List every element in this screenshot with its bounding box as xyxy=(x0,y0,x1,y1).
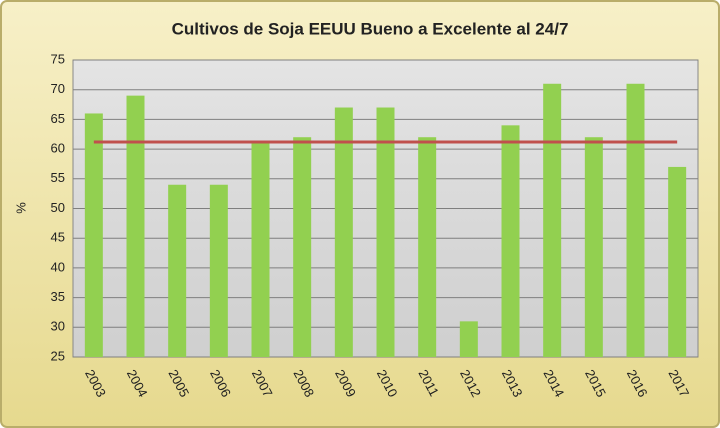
bar xyxy=(126,95,145,357)
y-tick-label: 35 xyxy=(51,289,65,304)
bar xyxy=(584,137,603,357)
bar xyxy=(84,113,103,358)
y-tick-label: 70 xyxy=(51,81,65,96)
y-tick-label: 30 xyxy=(51,319,65,334)
chart-title: Cultivos de Soja EEUU Bueno a Excelente … xyxy=(172,19,569,38)
y-tick-label: 65 xyxy=(51,111,65,126)
bar xyxy=(626,83,645,357)
bar xyxy=(501,125,520,357)
bar xyxy=(334,107,353,358)
bar xyxy=(168,184,187,357)
y-tick-label: 25 xyxy=(51,348,65,363)
bar xyxy=(543,83,562,357)
bar xyxy=(418,137,437,357)
y-tick-label: 50 xyxy=(51,200,65,215)
y-tick-label: 75 xyxy=(51,51,65,66)
y-tick-label: 40 xyxy=(51,259,65,274)
y-tick-label: 45 xyxy=(51,230,65,245)
y-tick-label: 60 xyxy=(51,141,65,156)
y-tick-label: 55 xyxy=(51,170,65,185)
bar xyxy=(293,137,312,357)
bar xyxy=(459,321,478,357)
bar xyxy=(251,143,270,357)
bar xyxy=(376,107,395,358)
y-axis-label: % xyxy=(13,202,28,214)
bar xyxy=(209,184,228,357)
bar xyxy=(668,166,687,357)
